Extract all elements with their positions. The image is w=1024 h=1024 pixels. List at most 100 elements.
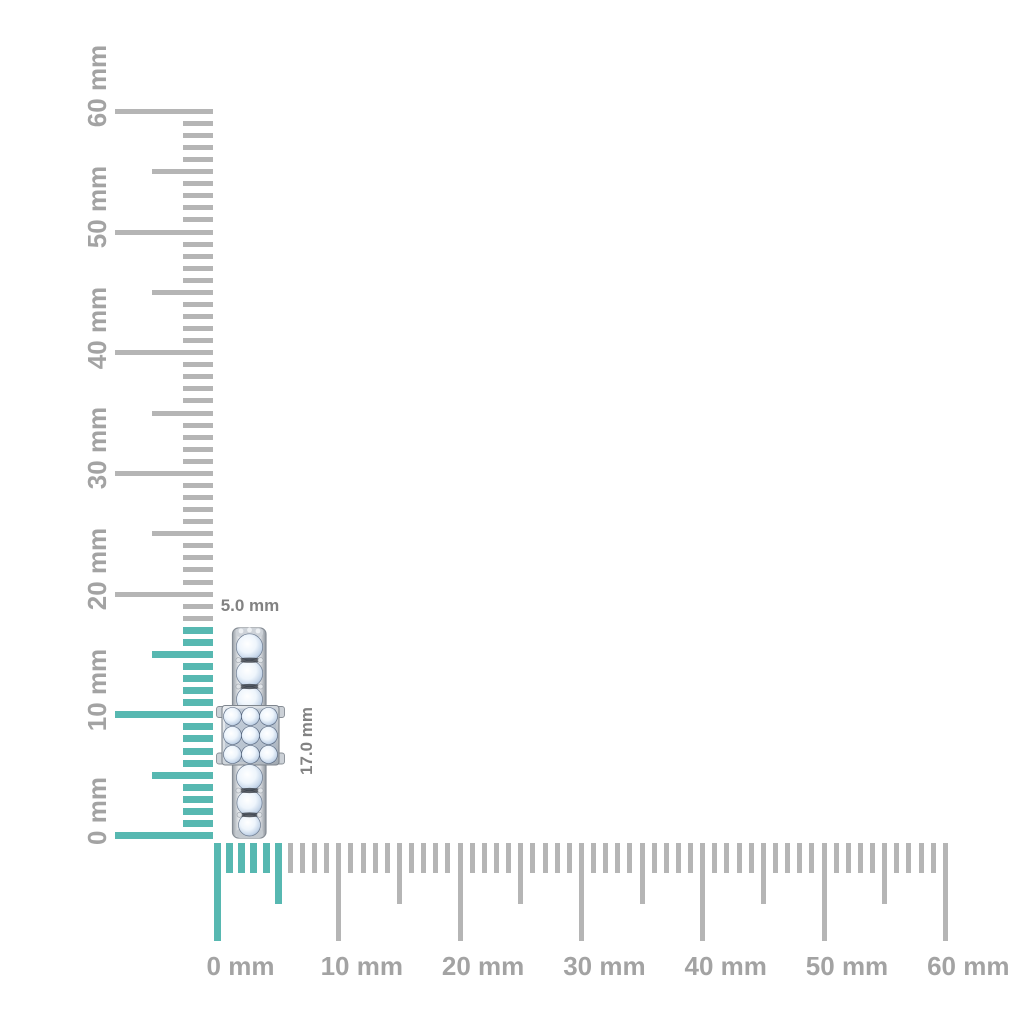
horizontal-ruler-tick-12mm: [360, 843, 366, 873]
horizontal-ruler-tick-45mm: [760, 843, 766, 904]
horizontal-ruler-label-0mm: 0 mm: [206, 951, 275, 981]
horizontal-ruler-tick-57mm: [906, 843, 912, 873]
horizontal-ruler-tick-0mm-highlighted: [214, 843, 221, 941]
vertical-ruler-tick-34mm: [183, 422, 213, 428]
vertical-ruler-tick-2mm-highlighted: [183, 807, 213, 815]
vertical-ruler-tick-28mm: [183, 495, 213, 501]
horizontal-ruler-tick-15mm: [396, 843, 402, 904]
horizontal-ruler-tick-50mm: [821, 843, 827, 941]
horizontal-ruler-tick-43mm: [736, 843, 742, 873]
vertical-ruler-tick-60mm: [115, 108, 213, 114]
vertical-ruler-tick-1mm-highlighted: [183, 819, 213, 827]
vertical-ruler-tick-31mm: [183, 458, 213, 464]
horizontal-ruler-tick-35mm: [639, 843, 645, 904]
vertical-ruler-tick-20mm: [115, 591, 213, 597]
horizontal-ruler-tick-34mm: [627, 843, 633, 873]
vertical-ruler-tick-53mm: [183, 193, 213, 199]
horizontal-ruler-tick-44mm: [748, 843, 754, 873]
horizontal-ruler-tick-38mm: [675, 843, 681, 873]
vertical-ruler-tick-39mm: [183, 362, 213, 368]
horizontal-ruler-tick-55mm: [882, 843, 888, 904]
horizontal-ruler-tick-2mm-highlighted: [238, 843, 246, 873]
horizontal-ruler-tick-37mm: [663, 843, 669, 873]
vertical-ruler-tick-18mm: [183, 615, 213, 621]
vertical-ruler-tick-8mm-highlighted: [183, 735, 213, 743]
horizontal-ruler-tick-52mm: [845, 843, 851, 873]
vertical-ruler-tick-10mm-highlighted: [115, 711, 213, 719]
vertical-ruler-tick-37mm: [183, 386, 213, 392]
horizontal-ruler-tick-18mm: [433, 843, 439, 873]
horizontal-ruler-tick-39mm: [688, 843, 694, 873]
horizontal-ruler-tick-60mm: [942, 843, 948, 941]
head-diamonds: [223, 707, 278, 764]
vertical-ruler-label-10mm: 10 mm: [82, 648, 112, 731]
vertical-ruler-tick-19mm: [183, 603, 213, 609]
vertical-ruler-tick-3mm-highlighted: [183, 795, 213, 803]
vertical-ruler-tick-7mm-highlighted: [183, 747, 213, 755]
vertical-ruler-tick-16mm-highlighted: [183, 638, 213, 646]
vertical-ruler-tick-41mm: [183, 338, 213, 344]
vertical-ruler-label-60mm: 60 mm: [82, 45, 112, 128]
vertical-ruler-tick-33mm: [183, 434, 213, 440]
vertical-ruler-tick-30mm: [115, 470, 213, 476]
vertical-ruler-tick-45mm: [152, 289, 213, 295]
vertical-ruler-tick-56mm: [183, 157, 213, 163]
vertical-ruler-tick-27mm: [183, 507, 213, 513]
lower-prongs: [235, 787, 264, 818]
horizontal-ruler-tick-40mm: [700, 843, 706, 941]
horizontal-ruler-tick-54mm: [870, 843, 876, 873]
horizontal-ruler-tick-24mm: [506, 843, 512, 873]
horizontal-ruler-tick-4mm-highlighted: [262, 843, 270, 873]
horizontal-ruler-tick-14mm: [384, 843, 390, 873]
horizontal-ruler-label-10mm: 10 mm: [320, 951, 403, 981]
vertical-ruler-tick-6mm-highlighted: [183, 759, 213, 767]
horizontal-ruler-tick-31mm: [591, 843, 597, 873]
horizontal-ruler-tick-13mm: [372, 843, 378, 873]
vertical-ruler-tick-51mm: [183, 217, 213, 223]
vertical-ruler-tick-13mm-highlighted: [183, 675, 213, 683]
horizontal-ruler-tick-56mm: [894, 843, 900, 873]
vertical-ruler-tick-32mm: [183, 446, 213, 452]
upper-band-diamonds: [235, 633, 264, 713]
vertical-ruler-tick-58mm: [183, 132, 213, 138]
vertical-ruler-tick-23mm: [183, 555, 213, 561]
horizontal-ruler-tick-26mm: [530, 843, 536, 873]
vertical-ruler-tick-17mm-highlighted: [183, 626, 213, 634]
horizontal-ruler-tick-17mm: [421, 843, 427, 873]
vertical-ruler-tick-0mm-highlighted: [115, 832, 213, 839]
vertical-ruler-tick-22mm: [183, 567, 213, 573]
vertical-ruler-tick-15mm-highlighted: [152, 650, 213, 658]
vertical-ruler-tick-43mm: [183, 313, 213, 319]
vertical-ruler-tick-42mm: [183, 326, 213, 332]
vertical-ruler-tick-21mm: [183, 579, 213, 585]
horizontal-ruler-tick-42mm: [724, 843, 730, 873]
vertical-ruler-tick-44mm: [183, 301, 213, 307]
vertical-ruler-label-40mm: 40 mm: [82, 286, 112, 369]
vertical-ruler-tick-26mm: [183, 519, 213, 525]
horizontal-ruler-tick-48mm: [797, 843, 803, 873]
horizontal-ruler-tick-47mm: [785, 843, 791, 873]
vertical-ruler-tick-12mm-highlighted: [183, 687, 213, 695]
vertical-ruler-tick-25mm: [152, 531, 213, 537]
horizontal-ruler-tick-30mm: [578, 843, 584, 941]
horizontal-ruler-tick-22mm: [481, 843, 487, 873]
vertical-ruler-tick-11mm-highlighted: [183, 699, 213, 707]
horizontal-ruler-tick-6mm: [287, 843, 293, 873]
upper-prongs: [235, 657, 264, 690]
width-dimension-label: 5.0 mm: [220, 596, 280, 615]
horizontal-ruler-label-60mm: 60 mm: [927, 951, 1010, 981]
horizontal-ruler-tick-1mm-highlighted: [226, 843, 234, 873]
vertical-ruler-tick-50mm: [115, 229, 213, 235]
vertical-ruler-tick-49mm: [183, 241, 213, 247]
vertical-ruler-tick-9mm-highlighted: [183, 723, 213, 731]
horizontal-ruler-tick-59mm: [930, 843, 936, 873]
horizontal-ruler-tick-49mm: [809, 843, 815, 873]
horizontal-ruler-tick-25mm: [518, 843, 524, 904]
vertical-ruler-tick-54mm: [183, 181, 213, 187]
vertical-ruler-tick-57mm: [183, 145, 213, 150]
horizontal-ruler-tick-3mm-highlighted: [250, 843, 258, 873]
height-dimension-label: 17.0 mm: [297, 706, 316, 776]
horizontal-ruler-tick-8mm: [312, 843, 318, 873]
horizontal-ruler-tick-23mm: [493, 843, 499, 873]
